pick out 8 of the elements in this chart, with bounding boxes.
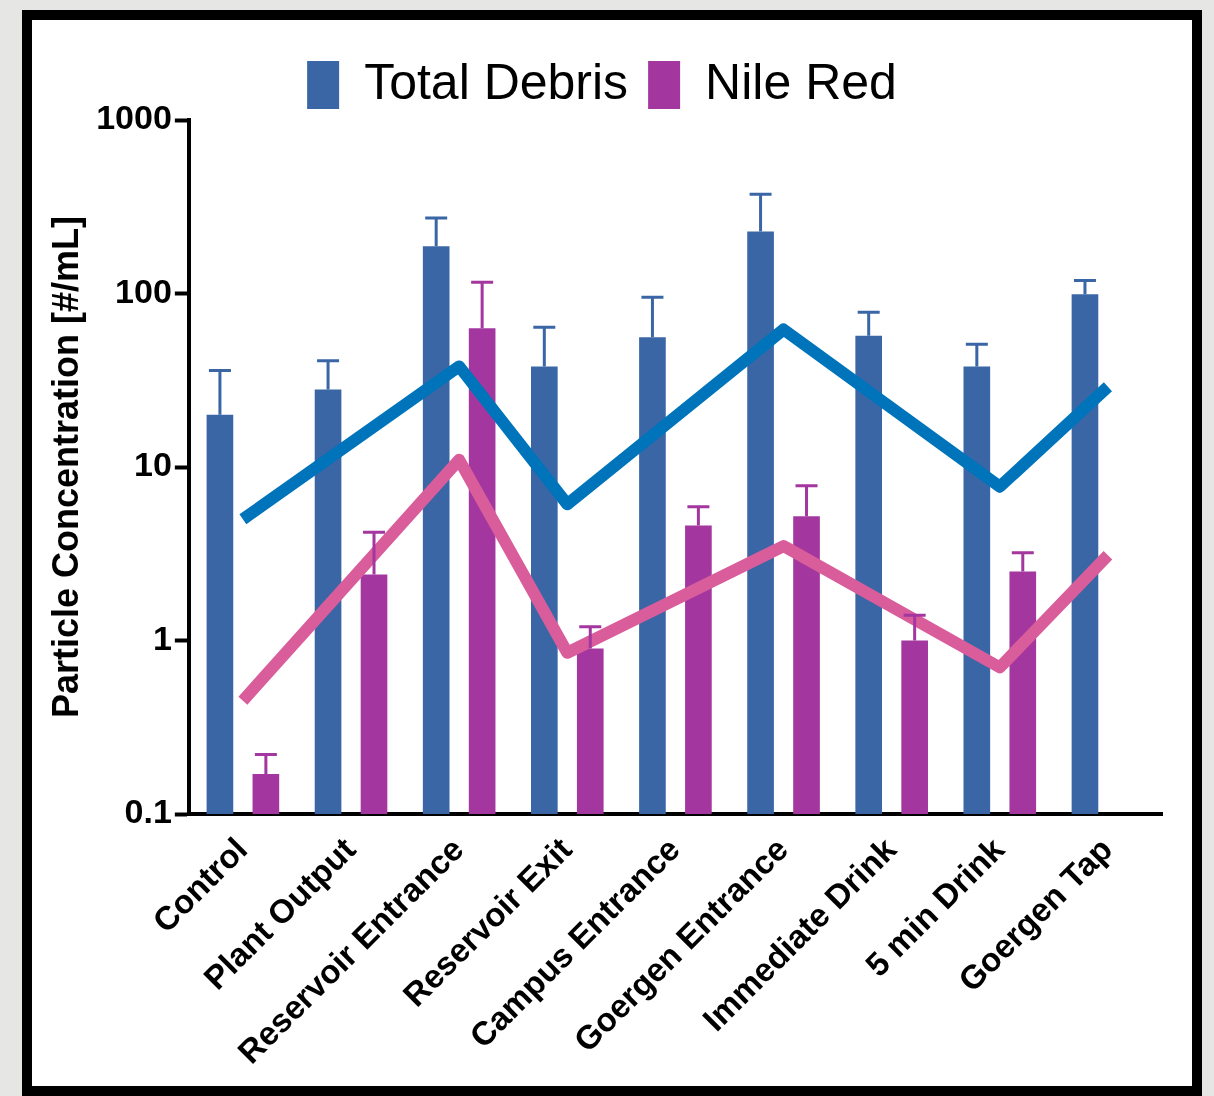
y-axis-title: Particle Concentration [#/mL] [44, 215, 86, 719]
legend-label: Nile Red [705, 53, 897, 110]
y-tick-label: 10 [134, 445, 172, 484]
legend-label: Total Debris [364, 53, 629, 110]
y-tick-label: 1 [152, 618, 172, 657]
y-tick-label: 0.1 [124, 792, 172, 831]
y-tick-label: 100 [115, 271, 172, 310]
y-tick-label: 1000 [96, 98, 172, 137]
